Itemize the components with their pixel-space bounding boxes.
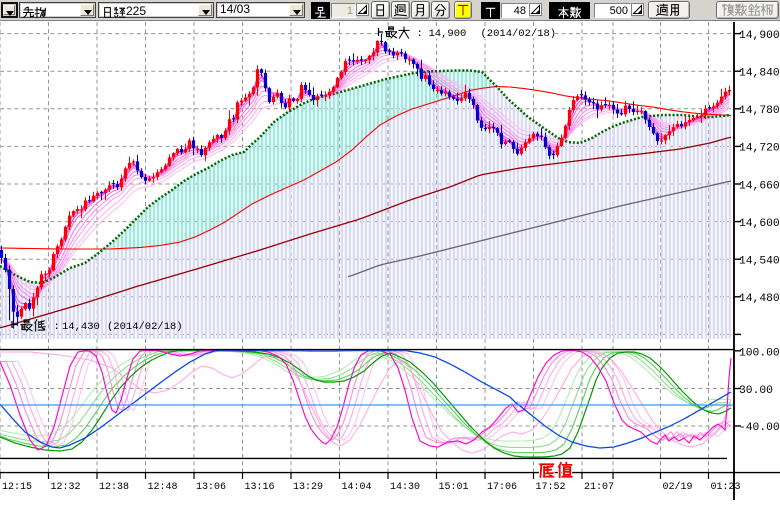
svg-text:14,660: 14,660 — [739, 180, 780, 192]
svg-text:14,480: 14,480 — [739, 293, 780, 305]
svg-text:14,900: 14,900 — [429, 28, 467, 40]
svg-text:14,720: 14,720 — [739, 143, 780, 155]
svg-text:02/19: 02/19 — [663, 481, 693, 493]
svg-text:-40.00: -40.00 — [739, 422, 780, 434]
svg-text:(2014/02/18): (2014/02/18) — [107, 321, 183, 333]
svg-text::: : — [54, 321, 60, 333]
svg-text::: : — [417, 28, 423, 40]
svg-text:14,600: 14,600 — [739, 218, 780, 230]
svg-text:01:23: 01:23 — [711, 482, 741, 493]
svg-text:14,430: 14,430 — [62, 321, 100, 333]
svg-text:14,540: 14,540 — [739, 256, 780, 268]
svg-text:(2014/02/18): (2014/02/18) — [481, 28, 557, 40]
svg-text:15:01: 15:01 — [439, 482, 469, 493]
svg-text:12:15: 12:15 — [2, 482, 32, 493]
svg-text:14,780: 14,780 — [739, 105, 780, 117]
svg-text:14,840: 14,840 — [739, 68, 780, 80]
svg-text:13:16: 13:16 — [245, 482, 275, 493]
svg-text:12:32: 12:32 — [51, 482, 81, 493]
svg-text:17:06: 17:06 — [487, 482, 517, 493]
svg-text:14:30: 14:30 — [390, 482, 420, 493]
svg-text:13:29: 13:29 — [293, 482, 323, 493]
svg-text:12:48: 12:48 — [148, 482, 178, 493]
svg-text:12:38: 12:38 — [99, 482, 129, 493]
svg-text:21:07: 21:07 — [584, 482, 614, 493]
svg-text:17:52: 17:52 — [536, 482, 566, 493]
svg-text:100.00: 100.00 — [739, 347, 780, 359]
svg-text:14:04: 14:04 — [342, 482, 372, 493]
svg-text:13:06: 13:06 — [196, 482, 226, 493]
svg-text:14,900: 14,900 — [739, 30, 780, 42]
svg-text:30.00: 30.00 — [739, 385, 773, 397]
